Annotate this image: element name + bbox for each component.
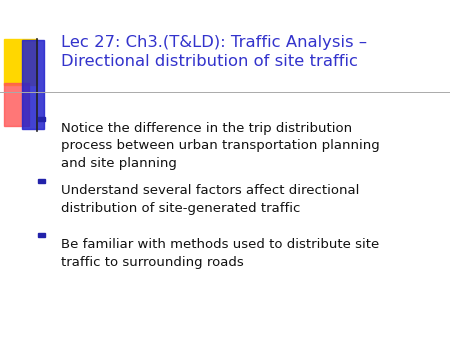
Text: Notice the difference in the trip distribution
process between urban transportat: Notice the difference in the trip distri… <box>61 122 379 170</box>
Text: Understand several factors affect directional
distribution of site-generated tra: Understand several factors affect direct… <box>61 184 359 215</box>
Text: Lec 27: Ch3.(T&LD): Traffic Analysis –
Directional distribution of site traffic: Lec 27: Ch3.(T&LD): Traffic Analysis – D… <box>61 35 367 70</box>
Text: Be familiar with methods used to distribute site
traffic to surrounding roads: Be familiar with methods used to distrib… <box>61 238 379 269</box>
